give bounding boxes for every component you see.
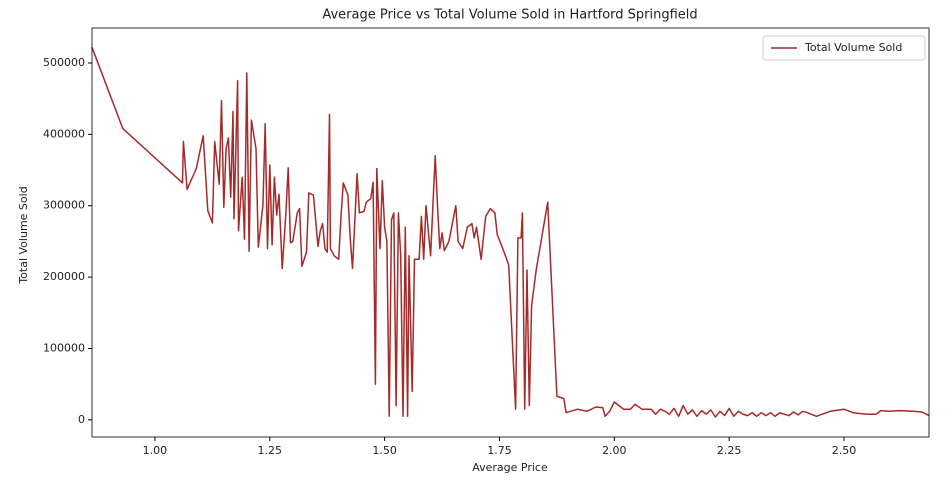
y-tick-label: 400000 [43,127,85,140]
y-axis-label: Total Volume Sold [17,186,30,284]
x-tick-label: 1.00 [143,444,168,457]
x-axis-label: Average Price [472,461,548,474]
y-tick-label: 0 [78,413,85,426]
x-tick-label: 2.00 [602,444,627,457]
y-tick-label: 200000 [43,270,85,283]
legend: Total Volume Sold [762,35,926,61]
chart-title: Average Price vs Total Volume Sold in Ha… [322,8,697,23]
x-tick-label: 2.50 [832,444,857,457]
y-tick-label: 500000 [43,56,85,69]
y-tick-label: 100000 [43,341,85,354]
y-tick-label: 300000 [43,199,85,212]
legend-label: Total Volume Sold [804,41,902,54]
x-tick-label: 1.50 [372,444,397,457]
plot-frame [91,27,930,438]
x-tick-label: 1.75 [487,444,512,457]
data-line [91,47,930,418]
x-tick-label: 1.25 [258,444,283,457]
legend-box [762,35,926,61]
x-tick-label: 2.25 [717,444,742,457]
